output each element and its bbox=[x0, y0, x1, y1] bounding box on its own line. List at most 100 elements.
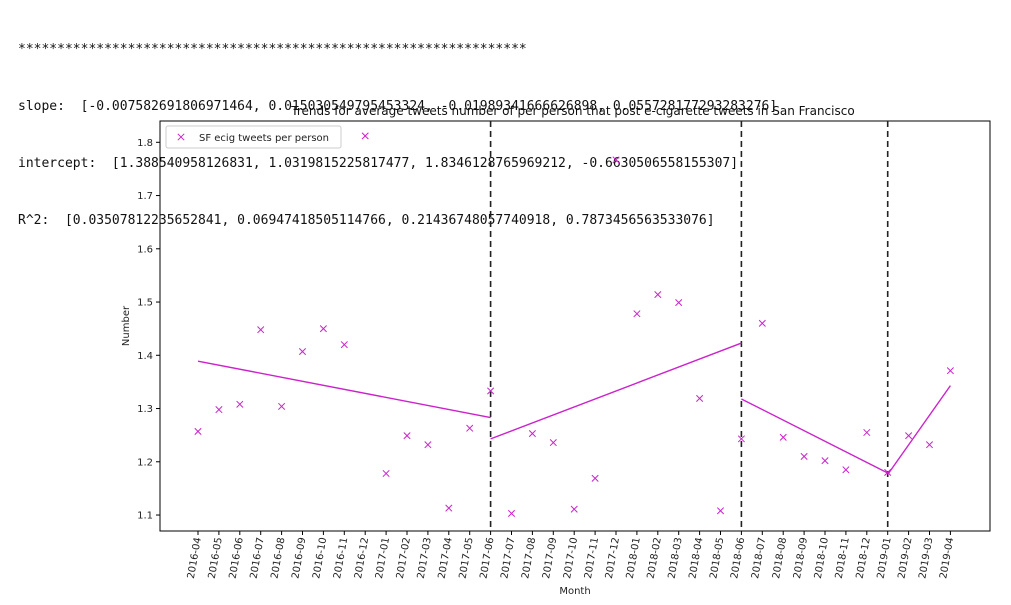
trend-line bbox=[490, 342, 742, 440]
x-tick-label: 2016-07 bbox=[249, 537, 267, 580]
data-point bbox=[215, 406, 223, 414]
data-point bbox=[528, 430, 536, 438]
x-tick-label: 2016-10 bbox=[311, 537, 329, 580]
data-point-stroke bbox=[737, 435, 745, 443]
data-point-stroke bbox=[925, 441, 934, 449]
data-point bbox=[675, 299, 683, 307]
console-slope-line: slope: [-0.007582691806971464, 0.0150305… bbox=[18, 99, 778, 114]
y-axis-label: Number bbox=[121, 305, 132, 346]
y-axis: 1.1 1.2 1.3 1.4 1.5 1.6 1.7 1.8 bbox=[137, 138, 160, 522]
console-output: ****************************************… bbox=[18, 2, 998, 249]
legend-label: SF ecig tweets per person bbox=[199, 133, 329, 144]
x-tick-label: 2018-04 bbox=[687, 537, 705, 580]
x-tick-label: 2018-10 bbox=[813, 537, 831, 580]
x-tick-label: 2018-02 bbox=[646, 537, 664, 580]
data-point-stroke bbox=[445, 504, 453, 512]
data-point bbox=[257, 326, 265, 334]
data-point bbox=[758, 319, 766, 327]
data-point-stroke bbox=[842, 466, 850, 474]
data-point-stroke bbox=[382, 469, 390, 478]
data-point bbox=[549, 439, 557, 447]
data-point-stroke bbox=[215, 406, 223, 414]
x-tick-label: 2017-04 bbox=[437, 537, 455, 580]
data-point bbox=[382, 469, 390, 478]
data-point-stroke bbox=[800, 452, 808, 461]
x-axis-label: Month bbox=[559, 586, 590, 597]
data-point-stroke bbox=[696, 394, 704, 402]
data-point-stroke bbox=[236, 400, 244, 408]
data-point bbox=[403, 432, 411, 440]
data-point bbox=[361, 132, 369, 140]
x-tick-label: 2018-12 bbox=[855, 537, 873, 580]
data-point-stroke bbox=[487, 387, 495, 395]
data-point-stroke bbox=[194, 427, 202, 435]
data-point-stroke bbox=[758, 319, 766, 327]
x-tick-label: 2018-09 bbox=[792, 537, 810, 580]
legend-box bbox=[165, 125, 342, 149]
x-tick-label: 2019-02 bbox=[896, 537, 914, 580]
data-point bbox=[737, 435, 745, 443]
x-tick-label: 2018-07 bbox=[750, 537, 768, 580]
data-point-stroke bbox=[779, 433, 787, 441]
x-tick-label: 2019-01 bbox=[876, 537, 894, 580]
data-point-stroke bbox=[905, 432, 913, 440]
data-point-stroke bbox=[821, 457, 829, 465]
data-point bbox=[716, 507, 725, 515]
y-tick-label: 1.6 bbox=[137, 244, 153, 255]
data-point-stroke bbox=[424, 441, 432, 449]
data-point-stroke bbox=[278, 402, 286, 410]
data-point-stroke bbox=[946, 367, 954, 375]
x-tick-label: 2016-05 bbox=[207, 537, 225, 580]
data-point-stroke bbox=[298, 348, 307, 356]
legend: SF ecig tweets per person bbox=[165, 125, 342, 149]
console-r2-line: R^2: [0.03507812235652841, 0.06947418505… bbox=[18, 213, 715, 228]
data-point-stroke bbox=[675, 299, 683, 307]
data-point bbox=[946, 367, 954, 375]
data-point-stroke bbox=[549, 439, 557, 447]
x-axis: 2016-04 2016-05 2016-06 2016-07 2016-08 2016-… bbox=[186, 531, 956, 580]
data-point bbox=[696, 394, 704, 402]
trend-line bbox=[887, 385, 951, 475]
plot-frame bbox=[159, 120, 991, 532]
data-point bbox=[925, 441, 934, 449]
x-tick-label: 2018-06 bbox=[729, 537, 747, 580]
period-dividers bbox=[489, 121, 889, 531]
y-tick-label: 1.2 bbox=[137, 457, 153, 468]
x-tick-label: 2018-03 bbox=[667, 537, 685, 580]
data-point bbox=[236, 400, 244, 408]
data-point bbox=[487, 387, 495, 395]
x-tick-label: 2017-05 bbox=[458, 537, 476, 580]
data-point bbox=[507, 509, 516, 517]
data-point bbox=[466, 424, 474, 432]
data-point bbox=[570, 505, 578, 513]
x-tick-label: 2016-04 bbox=[186, 537, 204, 580]
data-point-stroke bbox=[257, 326, 265, 334]
x-tick-label: 2018-01 bbox=[625, 537, 643, 580]
data-point-stroke bbox=[612, 156, 620, 164]
data-point-stroke bbox=[716, 507, 725, 515]
data-point-stroke bbox=[466, 424, 474, 432]
x-tick-label: 2017-07 bbox=[499, 537, 517, 580]
console-intercept-line: intercept: [1.388540958126831, 1.0319815… bbox=[18, 156, 739, 171]
data-point bbox=[298, 348, 307, 356]
data-point bbox=[633, 310, 641, 318]
data-point bbox=[800, 452, 808, 461]
x-tick-label: 2017-09 bbox=[541, 537, 559, 580]
x-tick-label: 2016-06 bbox=[228, 537, 246, 580]
data-point-stroke bbox=[884, 468, 892, 476]
data-point-stroke bbox=[340, 341, 348, 349]
y-tick-label: 1.1 bbox=[137, 511, 153, 522]
x-tick-label: 2017-12 bbox=[604, 537, 622, 580]
data-point bbox=[905, 432, 913, 440]
x-tick-label: 2018-11 bbox=[834, 537, 852, 580]
y-tick-label: 1.5 bbox=[137, 298, 153, 309]
x-tick-label: 2019-03 bbox=[917, 537, 935, 580]
data-point-stroke bbox=[528, 430, 536, 438]
x-tick-label: 2017-01 bbox=[374, 537, 392, 580]
data-point-stroke bbox=[570, 505, 578, 513]
data-point-stroke bbox=[591, 474, 599, 482]
y-tick-label: 1.3 bbox=[137, 404, 153, 415]
data-point bbox=[842, 466, 850, 474]
trend-line bbox=[197, 360, 491, 419]
